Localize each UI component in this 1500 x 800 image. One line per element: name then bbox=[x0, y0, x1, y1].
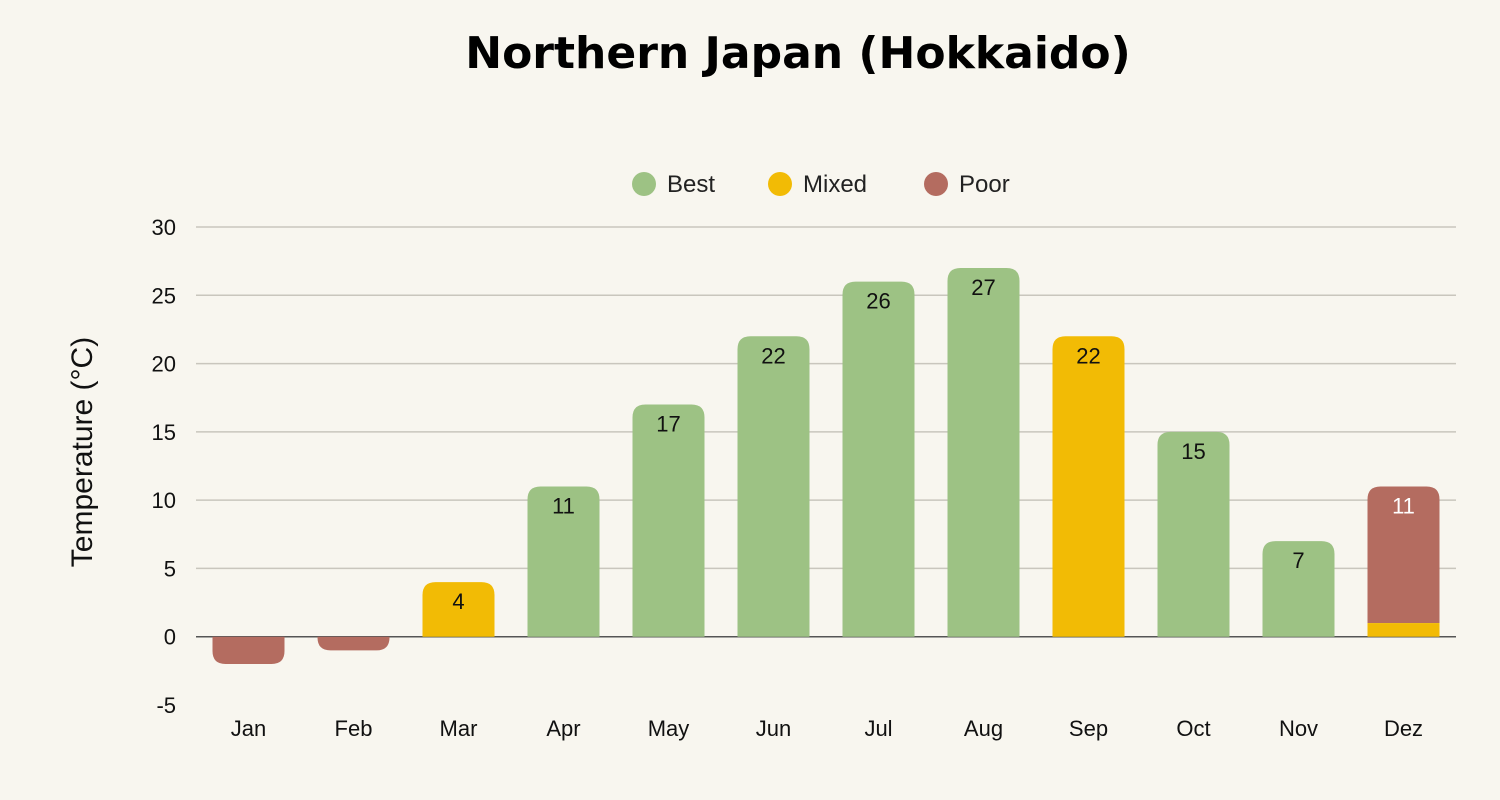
y-tick-label: 20 bbox=[152, 352, 176, 377]
bar-segment-best bbox=[842, 281, 915, 637]
bar-value-label: 17 bbox=[656, 412, 680, 437]
legend-swatch-best bbox=[632, 172, 656, 196]
x-tick-label: Jul bbox=[864, 716, 892, 741]
bar-value-label: 11 bbox=[552, 493, 575, 518]
bar-jul: 26 bbox=[842, 281, 915, 637]
bar-value-label: 22 bbox=[1076, 343, 1100, 368]
bar-segment-best bbox=[527, 486, 600, 637]
legend-swatch-mixed bbox=[768, 172, 792, 196]
x-tick-label: Sep bbox=[1069, 716, 1108, 741]
y-tick-label: 30 bbox=[152, 215, 176, 240]
x-tick-label: Oct bbox=[1176, 716, 1210, 741]
y-tick-label: 10 bbox=[152, 488, 176, 513]
x-tick-label: Dez bbox=[1384, 716, 1423, 741]
y-tick-label: 5 bbox=[164, 556, 176, 581]
x-tick-label: Nov bbox=[1279, 716, 1318, 741]
y-tick-label: -5 bbox=[156, 693, 176, 718]
bar-segment-mixed bbox=[1367, 623, 1440, 637]
bar-segment-best bbox=[737, 336, 810, 637]
x-tick-label: Aug bbox=[964, 716, 1003, 741]
bar-apr: 11 bbox=[527, 486, 600, 637]
bar-segment-best bbox=[632, 404, 705, 637]
bar-segment-mixed bbox=[422, 582, 495, 637]
bar-aug: 27 bbox=[947, 267, 1020, 637]
y-axis-ticks: 30 25 20 15 10 5 0 -5 bbox=[152, 215, 176, 718]
bar-dez: 11 bbox=[1367, 486, 1440, 637]
bar-segment-poor bbox=[317, 636, 390, 651]
legend-item-mixed: Mixed bbox=[768, 171, 867, 198]
bar-segment-best bbox=[1262, 541, 1335, 637]
gridlines bbox=[196, 226, 1456, 638]
x-tick-label: May bbox=[648, 716, 690, 741]
bar-value-label: 22 bbox=[761, 343, 785, 368]
y-tick-label: 15 bbox=[152, 420, 176, 445]
bar-mar: 4 bbox=[422, 582, 495, 637]
bar-value-label: 4 bbox=[452, 589, 464, 614]
bar-series: 4 11 17 22 26 27 22 15 7 11 bbox=[212, 267, 1440, 665]
y-axis-label: Temperature (°C) bbox=[66, 337, 99, 567]
y-tick-label: 0 bbox=[164, 625, 176, 650]
bar-jun: 22 bbox=[737, 336, 810, 637]
chart-legend: Best Mixed Poor bbox=[632, 171, 1010, 198]
bar-value-label: 11 bbox=[1392, 493, 1415, 518]
bar-value-label: 27 bbox=[971, 275, 995, 300]
legend-label-poor: Poor bbox=[959, 171, 1010, 198]
legend-swatch-poor bbox=[924, 172, 948, 196]
bar-jan bbox=[212, 636, 285, 665]
bar-value-label: 15 bbox=[1181, 439, 1205, 464]
bar-may: 17 bbox=[632, 404, 705, 637]
x-tick-label: Mar bbox=[440, 716, 478, 741]
legend-label-best: Best bbox=[667, 171, 715, 198]
bar-sep: 22 bbox=[1052, 336, 1125, 637]
x-tick-label: Jan bbox=[231, 716, 266, 741]
x-tick-label: Feb bbox=[335, 716, 373, 741]
legend-item-best: Best bbox=[632, 171, 715, 198]
x-tick-label: Apr bbox=[546, 716, 580, 741]
bar-feb bbox=[317, 636, 390, 651]
legend-label-mixed: Mixed bbox=[803, 171, 867, 198]
legend-item-poor: Poor bbox=[924, 171, 1010, 198]
bar-value-label: 26 bbox=[866, 289, 890, 314]
bar-value-label: 7 bbox=[1292, 548, 1304, 573]
bar-segment-poor bbox=[1367, 486, 1440, 624]
y-tick-label: 25 bbox=[152, 283, 176, 308]
bar-segment-mixed bbox=[1052, 336, 1125, 637]
bar-segment-poor bbox=[212, 636, 285, 665]
bar-segment-best bbox=[947, 267, 1020, 637]
x-axis-ticks: Jan Feb Mar Apr May Jun Jul Aug Sep Oct Nov Dez bbox=[231, 716, 1423, 741]
bar-nov: 7 bbox=[1262, 541, 1335, 637]
bar-segment-best bbox=[1157, 431, 1230, 637]
x-tick-label: Jun bbox=[756, 716, 791, 741]
chart-title: Northern Japan (Hokkaido) bbox=[465, 28, 1130, 79]
bar-oct: 15 bbox=[1157, 431, 1230, 637]
